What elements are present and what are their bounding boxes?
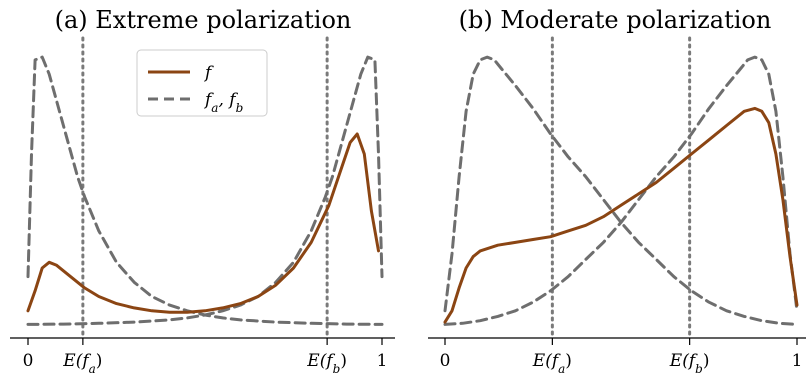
x-ticks: 0 E(fa) E(fb) 1 [23,338,388,376]
legend-label-fab: fa, fb [203,90,243,115]
panel-moderate-polarization: (b) Moderate polarization 0 E(fa) E(fb) 1 [428,6,806,376]
x-tick-label-3: 1 [377,351,388,371]
x-tick-label-2: E(fb) [306,351,347,376]
x-tick-label-2: E(fb) [669,351,710,376]
x-tick-label-0: 0 [440,351,451,371]
legend-label-f: f [203,63,214,83]
mean-lines [550,36,692,340]
panel-title: (b) Moderate polarization [459,6,772,34]
legend-label-f-text: f [203,63,214,83]
series-line-f-a [26,55,384,326]
legend-label-fab-text: fa, fb [203,90,243,115]
x-tick-label-3: 1 [792,351,803,371]
x-ticks: 0 E(fa) E(fb) 1 [440,338,803,376]
legend: f fa, fb [136,49,268,117]
panel-title: (a) Extreme polarization [55,6,352,34]
series-line-f [443,106,799,324]
x-tick-label-0: 0 [23,351,34,371]
panel-extreme-polarization: (a) Extreme polarization 0 E(fa) E(fb) 1 f … [10,6,395,376]
series-layer [26,55,384,326]
series-layer [443,55,799,326]
x-tick-label-1: E(fa) [532,351,572,376]
series-line-f-a [443,55,799,326]
series-line-f-b [443,55,799,326]
series-line-f-b [26,55,384,326]
legend-box [136,49,268,117]
series-line-f [26,132,380,314]
x-tick-label-1: E(fa) [62,351,102,376]
